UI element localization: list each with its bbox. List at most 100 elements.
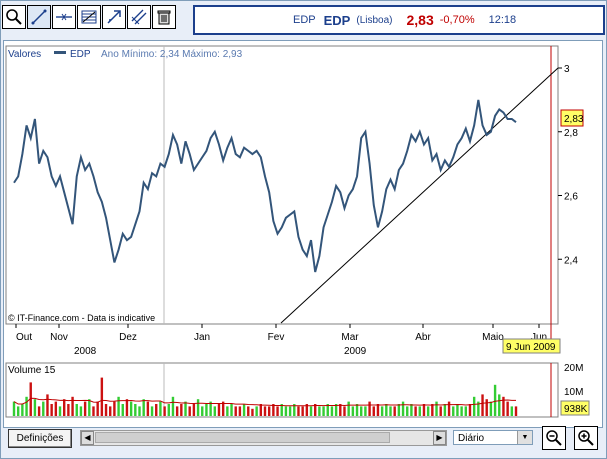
volume-bar — [334, 404, 338, 416]
volume-tag — [560, 400, 590, 416]
parallel-lines-tool-button[interactable] — [127, 5, 151, 29]
volume-bar — [284, 406, 288, 416]
x-tick-label: Abr — [415, 332, 431, 343]
volume-bar — [96, 401, 99, 416]
volume-bar — [100, 377, 104, 416]
bottom-bar: Definições ◀ ▶ Diário ▼ — [3, 426, 601, 455]
volume-bar — [209, 401, 212, 416]
volume-tag-text: 938K — [564, 404, 588, 415]
volume-bar — [485, 399, 488, 416]
volume-bar — [481, 394, 484, 416]
volume-bar — [288, 406, 292, 416]
volume-average-line — [13, 397, 516, 407]
volume-bar — [238, 406, 242, 416]
zoom-out-button[interactable] — [542, 426, 566, 450]
fibonacci-tool-button[interactable] — [77, 5, 101, 29]
volume-bar — [280, 404, 283, 416]
volume-bar — [12, 401, 16, 416]
volume-bar — [104, 404, 108, 416]
scroll-left-arrow[interactable]: ◀ — [81, 431, 94, 445]
vol-tick-10m: 10M — [564, 387, 583, 398]
volume-bar — [159, 401, 162, 416]
volume-bar — [309, 406, 313, 416]
x-tick-label: Nov — [50, 332, 68, 343]
volume-bar — [117, 396, 120, 416]
parallel-lines-icon — [131, 9, 147, 25]
volume-bar — [259, 404, 263, 416]
zoom-in-button[interactable] — [574, 426, 598, 450]
volume-bar — [46, 394, 49, 416]
volume-bar — [456, 404, 459, 416]
quote-change: -0,70% — [439, 14, 475, 26]
quote-price: 2,83 — [406, 12, 434, 28]
volume-bar — [431, 404, 434, 416]
volume-bar — [347, 401, 350, 416]
volume-bar — [305, 404, 309, 416]
volume-bar — [217, 404, 221, 416]
chart-panel[interactable]: 3 2,8 2,6 2,4 Out Nov Dez Jan Fev Mar Abr Maio Jun … — [3, 40, 603, 428]
volume-bar — [129, 401, 133, 416]
volume-bar — [213, 406, 216, 416]
volume-bar — [380, 406, 384, 416]
volume-bar — [389, 406, 392, 416]
volume-bar — [92, 406, 95, 416]
volume-bar — [410, 404, 413, 416]
volume-bar — [502, 396, 505, 416]
price-tag-text: 2,83 — [564, 114, 584, 125]
volume-bar — [506, 401, 509, 416]
trendline-tool-button[interactable] — [27, 5, 51, 29]
volume-bar — [134, 404, 137, 416]
volume-bar — [63, 399, 66, 416]
x-tick-label: Out — [16, 332, 32, 343]
x-tick-label: Jan — [194, 332, 210, 343]
horizontal-line-tool-button[interactable] — [52, 5, 76, 29]
volume-bar — [489, 401, 493, 416]
volume-bar — [247, 406, 250, 416]
volume-bar — [163, 406, 166, 416]
volume-bar — [167, 404, 170, 416]
volume-bar — [29, 382, 32, 416]
scroll-thumb[interactable] — [95, 432, 390, 443]
volume-bar — [67, 404, 70, 416]
volume-bar — [385, 404, 388, 416]
y-tick-label: 2,6 — [564, 192, 578, 203]
legend-prefix: Valores — [8, 49, 41, 60]
arrow-tool-button[interactable] — [102, 5, 126, 29]
volume-bar — [71, 396, 74, 416]
scroll-right-arrow[interactable]: ▶ — [433, 431, 446, 445]
settings-button[interactable]: Definições — [8, 429, 72, 448]
legend-swatch — [54, 51, 66, 54]
volume-bar — [276, 406, 279, 416]
zoom-tool-button[interactable] — [2, 5, 26, 29]
settings-button-label: Definições — [16, 433, 64, 444]
volume-bar — [468, 404, 472, 416]
zoom-in-icon — [578, 430, 594, 446]
price-chart[interactable]: 32,82,62,4 Out Nov Dez Jan Fev Mar Abr Maio Jun … — [4, 41, 602, 427]
volume-bar — [21, 404, 24, 416]
quote-time: 12:18 — [488, 14, 517, 26]
y-tick-label: 3 — [564, 64, 570, 75]
volume-bar — [192, 404, 196, 416]
volume-bars — [12, 377, 518, 416]
delete-drawings-button[interactable] — [152, 5, 176, 29]
volume-bar — [414, 406, 417, 416]
volume-bar — [150, 406, 154, 416]
trendline[interactable] — [280, 67, 559, 324]
x-tick-label: Dez — [119, 332, 137, 343]
volume-bar — [226, 406, 229, 416]
volume-bar — [460, 406, 463, 416]
volume-bar — [155, 404, 158, 416]
volume-bar — [514, 406, 518, 416]
volume-bar — [426, 406, 430, 416]
trendline-icon — [31, 9, 47, 25]
timeline-scrollbar[interactable]: ◀ ▶ — [80, 430, 447, 446]
period-select[interactable]: Diário ▼ — [453, 430, 533, 445]
volume-bar — [171, 396, 175, 416]
volume-bar — [318, 406, 321, 416]
volume-bar — [42, 401, 45, 416]
arrow-up-icon — [107, 10, 121, 24]
volume-bar — [464, 406, 467, 416]
volume-bar — [376, 404, 380, 416]
volume-bar — [79, 406, 83, 416]
volume-bar — [175, 406, 179, 416]
